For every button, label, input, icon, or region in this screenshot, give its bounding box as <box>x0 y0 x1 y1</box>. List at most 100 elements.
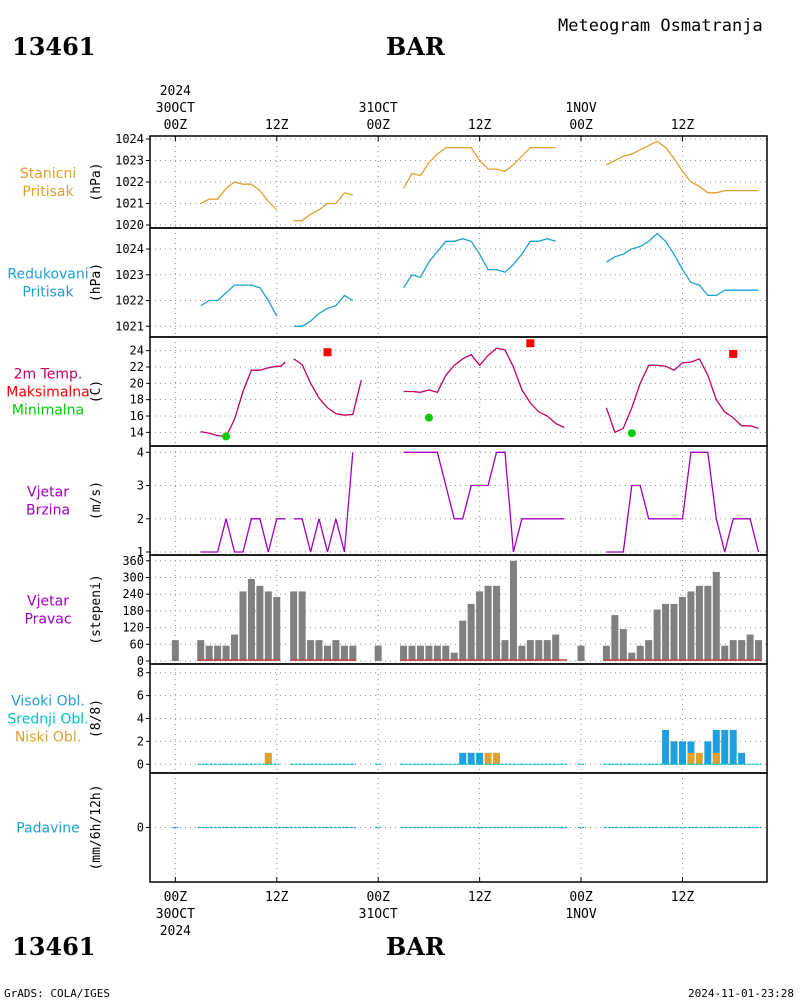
series-line <box>403 238 556 289</box>
series-line <box>293 358 362 416</box>
series-line <box>293 294 354 327</box>
y-tick-label: 20 <box>130 376 144 390</box>
y-tick-label: 2 <box>137 512 144 526</box>
panel-title-line: Vjetar <box>27 485 69 501</box>
data-bar <box>467 603 475 661</box>
y-tick-label: 1022 <box>115 175 144 189</box>
x-tick-label-bottom: 31OCT <box>359 907 398 922</box>
series-line <box>606 232 759 297</box>
data-bar <box>645 640 653 661</box>
data-bar <box>467 752 475 765</box>
panel-unit-label: (hPa) <box>89 263 104 302</box>
data-bar <box>231 634 239 661</box>
y-tick-label: 360 <box>122 554 144 568</box>
panel-title-line: Stanicni <box>20 166 76 182</box>
series-line <box>200 518 286 553</box>
x-axis: 2024 30OCT 00Z 12Z 31OCT 00Z 12Z 1NOV 00Z 12Z 00Z 3… <box>156 84 695 939</box>
y-tick-label: 1021 <box>115 197 144 211</box>
data-bar <box>662 729 670 765</box>
y-tick-label: 1024 <box>115 132 144 146</box>
data-bar <box>476 752 484 765</box>
data-bar <box>738 640 746 661</box>
panel-title-line: Padavine <box>16 821 80 837</box>
data-bar <box>484 752 492 765</box>
data-bar <box>662 603 670 661</box>
data-bar <box>501 640 509 661</box>
y-tick-label: 1023 <box>115 268 144 282</box>
data-bar <box>619 628 627 661</box>
series-line <box>606 140 759 194</box>
data-bar <box>256 585 264 661</box>
series-line <box>293 452 354 553</box>
data-bar <box>425 645 433 661</box>
y-tick-label: 16 <box>130 409 144 423</box>
data-bar <box>484 585 492 661</box>
data-bar <box>526 640 534 661</box>
series-line <box>606 451 760 553</box>
x-tick-label-bottom: 00Z <box>164 890 188 905</box>
panel-title-line: Brzina <box>26 503 70 519</box>
panel-title-line: Pravac <box>24 612 71 628</box>
x-tick-label-bottom: 00Z <box>569 890 593 905</box>
data-bar <box>670 741 678 765</box>
y-tick-label: 24 <box>130 344 144 358</box>
y-tick-label: 1 <box>137 545 144 559</box>
panel-wind_speed: 1 2 3 4 (m/s) Vjetar Brzina <box>26 445 768 559</box>
series-line <box>403 146 556 189</box>
x-tick-label-top: 00Z <box>164 118 188 133</box>
x-tick-label-top: 2024 <box>160 84 191 99</box>
y-tick-label: 6 <box>137 689 144 703</box>
data-bar <box>611 615 619 661</box>
panel-unit-label: (C) <box>89 380 104 403</box>
panel-precipitation: 0 (mm/6h/12h) Padavine <box>16 772 768 883</box>
tmin-marker <box>424 413 433 422</box>
panel-reduced_pressure: 1021 1022 1023 1024 (hPa)Redukovani Pritisak <box>7 227 768 338</box>
data-bar <box>721 729 729 765</box>
data-bar <box>577 645 585 661</box>
data-bar <box>712 752 720 765</box>
x-tick-label-bottom: 1NOV <box>565 907 596 922</box>
panel-unit-label: (hPa) <box>89 162 104 201</box>
panel-title-line: Niski Obl. <box>15 730 81 746</box>
data-bar <box>340 645 348 661</box>
x-tick-label-top: 12Z <box>468 118 492 133</box>
data-bar <box>653 609 661 661</box>
data-bar <box>535 640 543 661</box>
chart-subtitle: Meteogram Osmatranja <box>558 16 763 36</box>
data-bar <box>400 645 408 661</box>
data-bar <box>687 752 695 765</box>
data-bar <box>171 640 179 661</box>
y-tick-label: 3 <box>137 479 144 493</box>
station-name-bottom: BAR <box>386 932 446 961</box>
y-tick-label: 60 <box>130 637 144 651</box>
y-tick-label: 1022 <box>115 294 144 308</box>
data-bar <box>755 640 763 661</box>
y-tick-label: 2 <box>137 734 144 748</box>
data-bar <box>273 596 281 661</box>
y-tick-label: 1023 <box>115 154 144 168</box>
y-tick-label: 240 <box>122 587 144 601</box>
panel-title-line: Srednji Obl. <box>7 712 88 728</box>
data-bar <box>442 645 450 661</box>
data-bar <box>247 578 255 661</box>
x-tick-label-top: 12Z <box>671 118 695 133</box>
x-tick-label-top: 00Z <box>366 118 390 133</box>
panel-title-line: Visoki Obl. <box>11 694 85 710</box>
station-id-top: 13461 <box>12 32 96 61</box>
data-bar <box>552 634 560 661</box>
data-bar <box>374 645 382 661</box>
series-line <box>200 361 286 438</box>
plot-layer: 10201021102210231024(hPa)StanicniPritisa… <box>6 84 768 939</box>
data-bar <box>687 591 695 661</box>
data-bar <box>695 585 703 661</box>
x-tick-label-bottom: 2024 <box>160 924 191 939</box>
tmin-marker <box>222 432 231 441</box>
y-tick-label: 8 <box>137 666 144 680</box>
y-tick-label: 22 <box>130 360 144 374</box>
panel-frame <box>149 227 768 338</box>
y-tick-label: 1021 <box>115 319 144 333</box>
panel-unit-label: (mm/6h/12h) <box>89 784 104 870</box>
y-tick-label: 14 <box>130 425 144 439</box>
data-bar <box>543 640 551 661</box>
